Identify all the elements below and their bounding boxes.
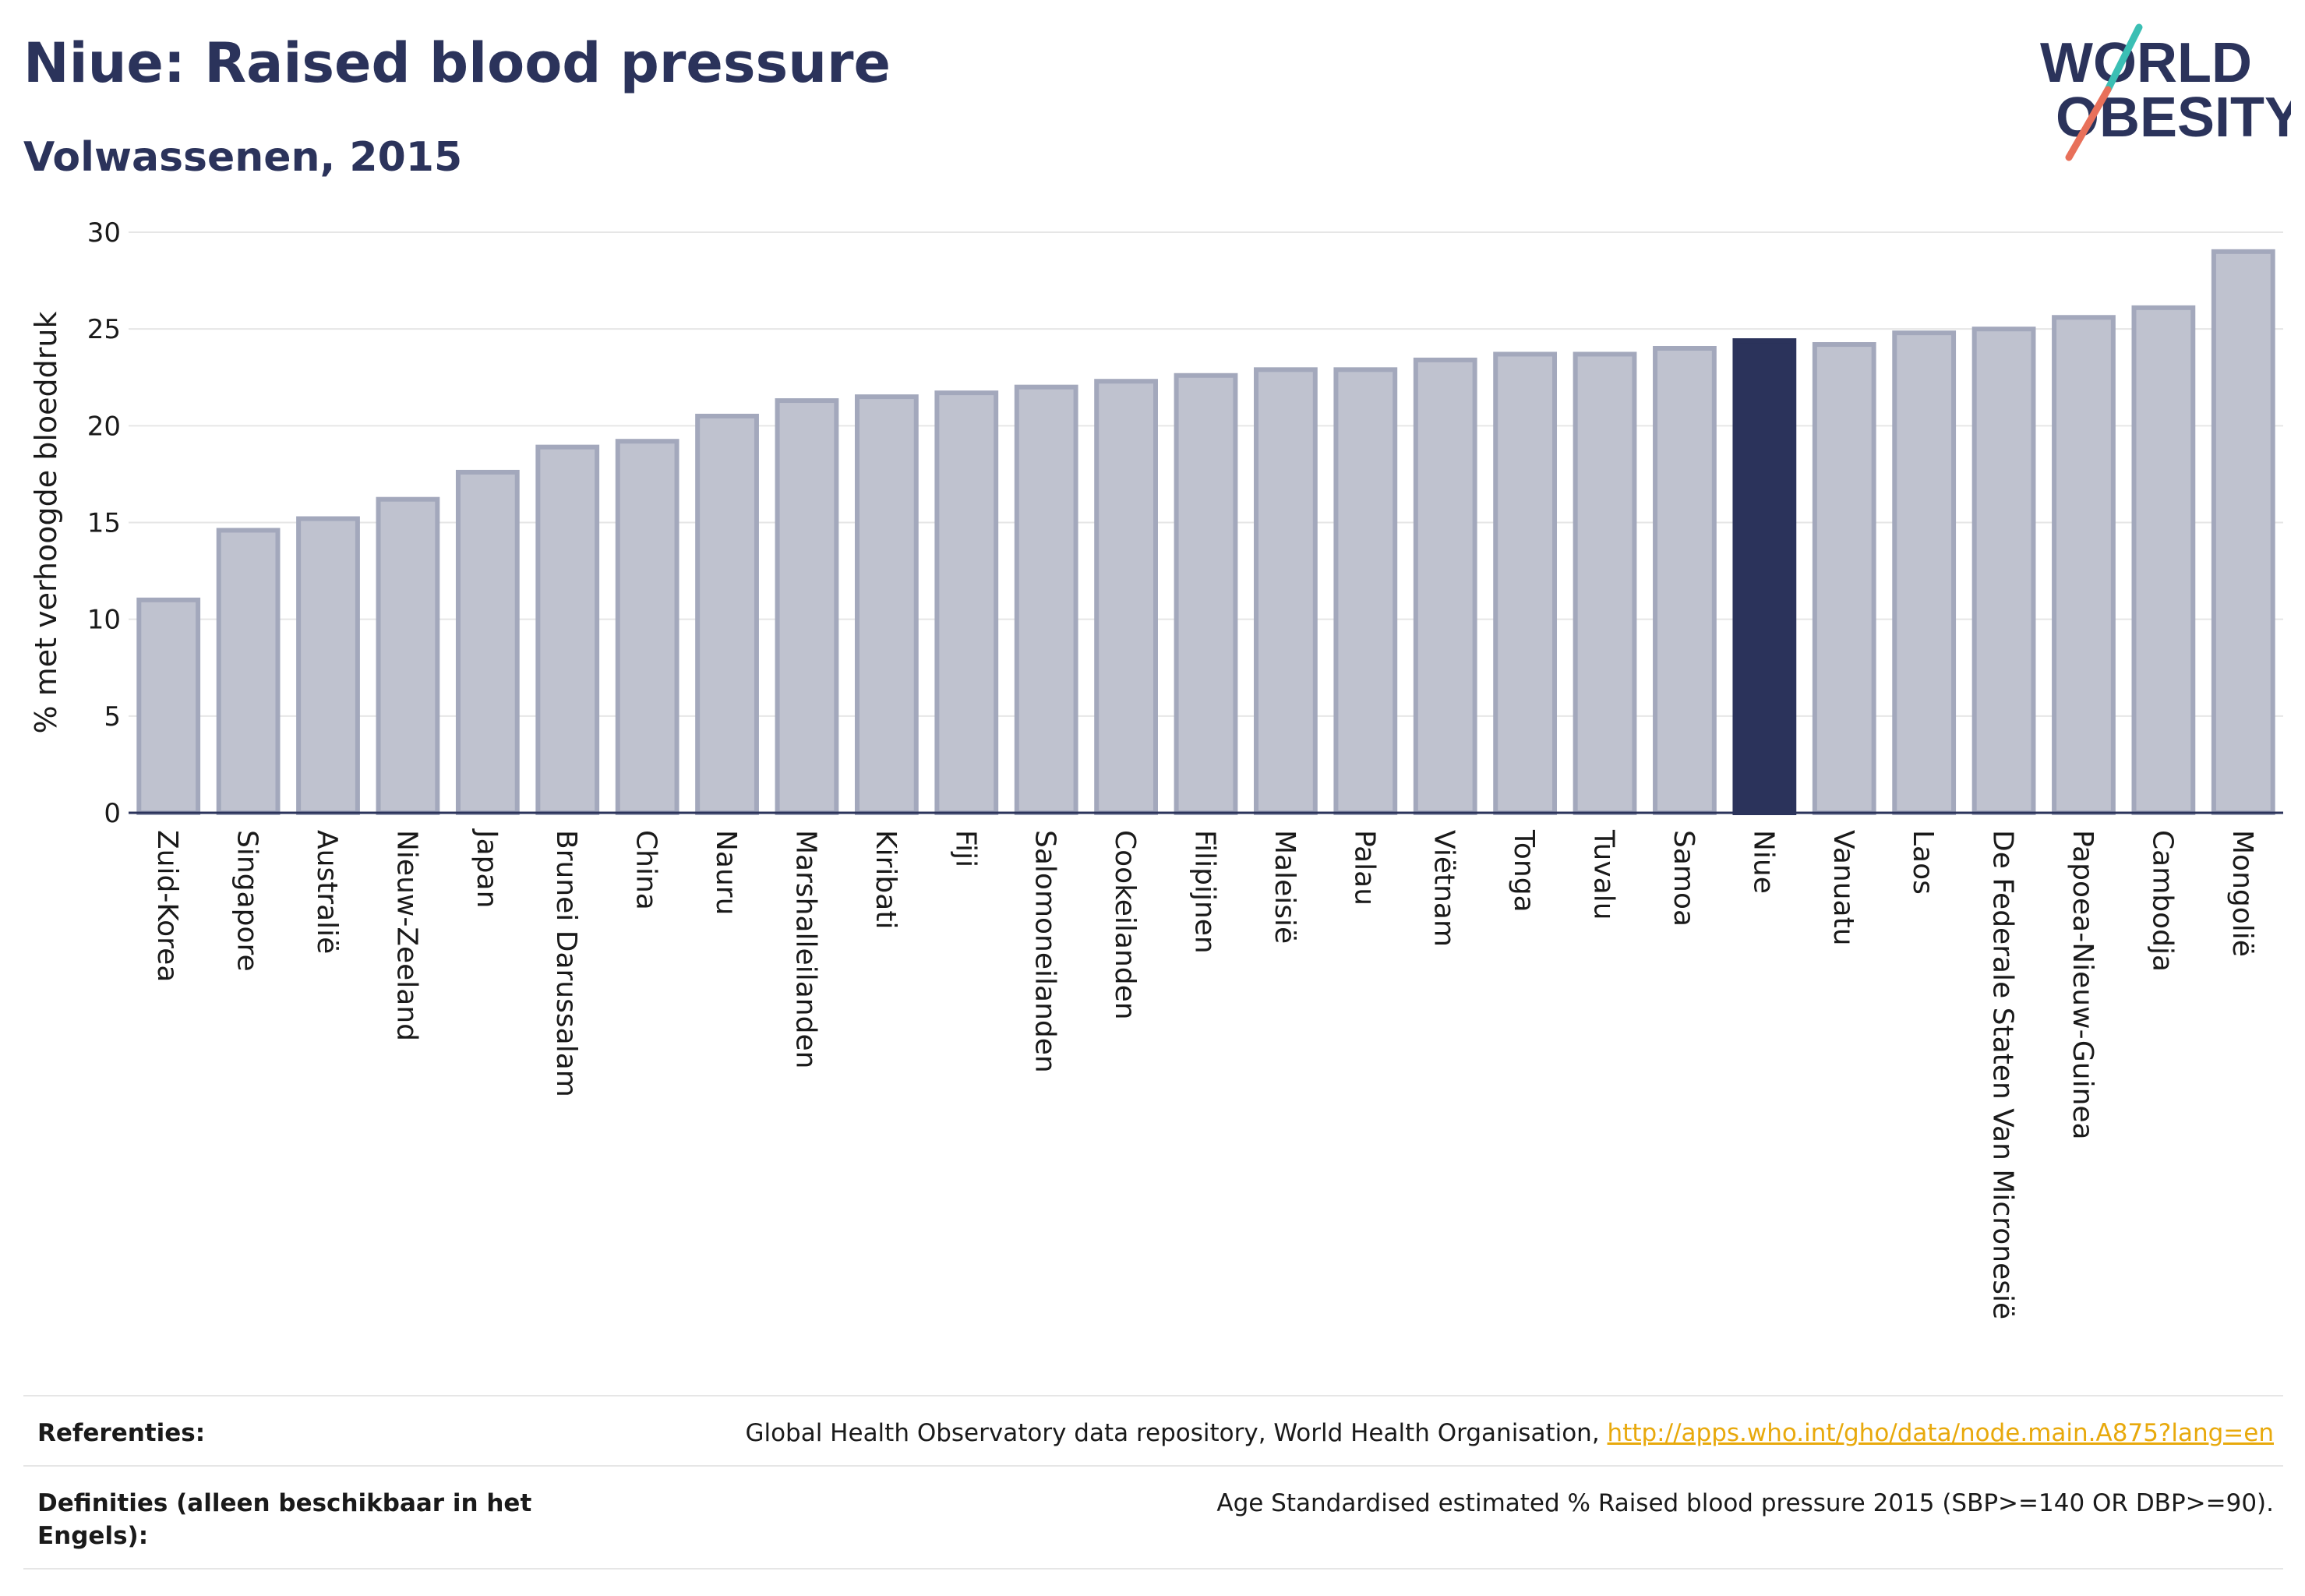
x-tick-label: Niue xyxy=(1747,830,1779,894)
references-label: Referenties: xyxy=(37,1419,206,1447)
chart-title: Niue: Raised blood pressure xyxy=(23,31,891,95)
x-tick-label: Viëtnam xyxy=(1428,830,1460,947)
definitions-label: Definities (alleen beschikbaar in het En… xyxy=(37,1489,532,1550)
y-axis-title: % met verhoogde bloeddruk xyxy=(29,312,63,734)
bar xyxy=(1094,379,1158,815)
bar xyxy=(1892,330,1957,815)
chart-subtitle: Volwassenen, 2015 xyxy=(23,134,463,181)
logo-word-world: WORLD xyxy=(2040,32,2252,94)
x-tick-label: Filipijnen xyxy=(1189,830,1221,954)
x-tick-label: Japan xyxy=(471,828,503,908)
bar xyxy=(1653,346,1717,815)
bar xyxy=(1174,373,1238,815)
bar xyxy=(775,398,839,815)
x-tick-label: Fiji xyxy=(949,830,981,867)
definitions-text: Age Standardised estimated % Raised bloo… xyxy=(1216,1489,2274,1517)
bar xyxy=(1573,351,1637,815)
bar-highlight xyxy=(1732,338,1797,816)
bar xyxy=(216,528,281,816)
x-tick-label: Kiribati xyxy=(870,830,902,929)
x-tick-label: Mongolië xyxy=(2226,830,2258,957)
y-tick-label: 10 xyxy=(87,605,121,636)
x-tick-label: Singapore xyxy=(231,830,263,972)
references-value: Global Health Observatory data repositor… xyxy=(745,1417,2274,1449)
x-tick-label: China xyxy=(630,830,662,910)
bar xyxy=(2211,249,2275,816)
bar xyxy=(376,496,440,815)
world-obesity-logo: WORLD OBESITY xyxy=(2040,23,2291,161)
x-tick-label: Maleisië xyxy=(1269,830,1301,944)
bar xyxy=(854,394,919,816)
bar xyxy=(136,597,201,815)
x-tick-label: Vanuatu xyxy=(1827,830,1859,946)
bar xyxy=(1413,357,1477,815)
bar xyxy=(455,469,520,816)
x-tick-label: Nauru xyxy=(710,830,742,915)
bar xyxy=(2131,305,2196,816)
y-tick-label: 0 xyxy=(104,798,121,829)
bar xyxy=(535,444,600,816)
y-tick-label: 20 xyxy=(87,411,121,442)
bar xyxy=(615,439,679,815)
x-tick-label: Tuvalu xyxy=(1588,829,1620,920)
x-tick-label: Samoa xyxy=(1668,830,1700,927)
references-link[interactable]: http://apps.who.int/gho/data/node.main.A… xyxy=(1607,1419,2274,1447)
bar xyxy=(1812,342,1876,815)
logo-slash-bottom xyxy=(2065,86,2112,161)
x-tick-label: Tonga xyxy=(1508,829,1540,913)
bar-chart: 0 5 10 15 20 25 30 % met verhoogde bloeddruk Zui… xyxy=(29,217,2283,1319)
x-tick-label: Australië xyxy=(311,830,343,954)
x-tick-label: Zuid-Korea xyxy=(151,830,183,982)
logo-slash-top xyxy=(2104,23,2143,94)
x-tick-label: De Federale Staten Van Micronesië xyxy=(1987,830,2019,1319)
x-tick-label: Cambodja xyxy=(2146,830,2178,972)
references-row: Referenties: Global Health Observatory d… xyxy=(23,1395,2283,1465)
y-tick-label: 5 xyxy=(104,701,121,733)
bar xyxy=(2052,315,2116,815)
bar xyxy=(695,413,759,816)
references-text: Global Health Observatory data repositor… xyxy=(745,1419,1608,1447)
bar xyxy=(1014,384,1078,815)
y-tick-label: 15 xyxy=(87,508,121,539)
bar xyxy=(296,516,360,815)
x-tick-label: Nieuw-Zeeland xyxy=(390,830,422,1041)
x-tick-label: Palau xyxy=(1348,830,1380,906)
x-tick-label: Cookeilanden xyxy=(1109,830,1141,1020)
chart-footer: Referenties: Global Health Observatory d… xyxy=(23,1395,2283,1570)
x-tick-label: Laos xyxy=(1907,830,1939,895)
bar xyxy=(1254,367,1318,816)
y-tick-label: 25 xyxy=(87,314,121,345)
x-tick-label: Salomoneilanden xyxy=(1029,830,1061,1073)
bar xyxy=(1333,367,1398,816)
x-tick-label: Brunei Darussalam xyxy=(550,830,582,1097)
bar xyxy=(1493,351,1558,815)
y-tick-label: 30 xyxy=(87,217,121,249)
bar xyxy=(934,390,999,816)
x-tick-label: Marshalleilanden xyxy=(789,830,821,1068)
bar xyxy=(1971,327,2036,815)
definitions-row: Definities (alleen beschikbaar in het En… xyxy=(23,1465,2283,1570)
x-tick-label: Papoea-Nieuw-Guinea xyxy=(2067,830,2099,1140)
